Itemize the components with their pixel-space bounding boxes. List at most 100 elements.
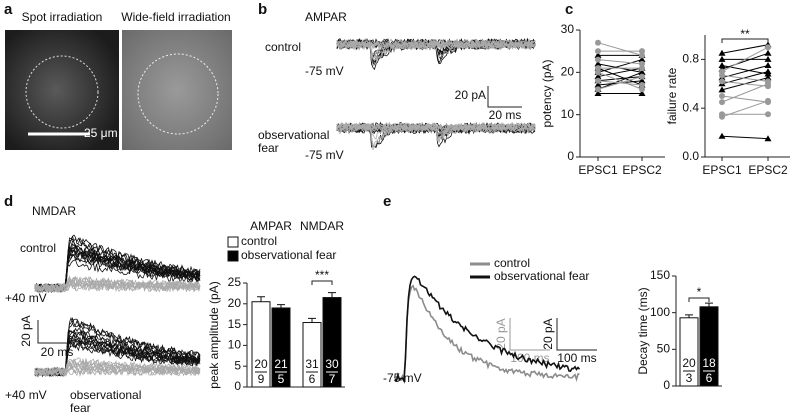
scale-label: 20 pA xyxy=(19,315,33,346)
point xyxy=(594,51,602,58)
irradiation-spot xyxy=(137,53,219,135)
trace xyxy=(336,123,536,134)
legend-swatch xyxy=(227,236,239,248)
x-tick-label: EPSC1 xyxy=(702,163,742,177)
pair-line xyxy=(721,80,769,87)
trace xyxy=(34,276,200,293)
n-animals: 5 xyxy=(278,372,285,386)
trace-label: fear xyxy=(70,401,91,414)
panel-label: e xyxy=(383,193,391,210)
point xyxy=(765,78,771,85)
y-tick-label: 150 xyxy=(650,268,670,282)
point xyxy=(638,56,646,63)
point xyxy=(639,86,645,93)
panel-label: a xyxy=(4,1,13,18)
pair-line xyxy=(721,74,769,82)
error-bar xyxy=(277,304,285,308)
y-axis-label: potency (pA) xyxy=(540,59,554,127)
error-bar xyxy=(705,302,713,307)
error-bar xyxy=(685,314,693,318)
n-cells: 30 xyxy=(325,357,339,371)
pair-line xyxy=(721,65,769,75)
y-tick-label: 0 xyxy=(234,379,241,393)
pair-line xyxy=(721,44,769,54)
error-bar xyxy=(328,292,336,298)
n-animals: 6 xyxy=(309,372,316,386)
irradiation-spot xyxy=(25,55,99,129)
point xyxy=(594,81,602,88)
point xyxy=(595,39,601,46)
n-cells: 20 xyxy=(682,356,696,370)
trace xyxy=(336,121,536,137)
pair-line xyxy=(721,135,769,140)
category-label: NMDAR xyxy=(300,219,344,233)
n-animals: 9 xyxy=(258,372,265,386)
y-tick-label: 0.8 xyxy=(682,52,699,66)
panel-label: c xyxy=(565,1,573,18)
n-animals: 3 xyxy=(686,371,693,385)
point xyxy=(639,73,645,80)
point xyxy=(595,48,601,55)
pair-line xyxy=(597,76,643,82)
point xyxy=(719,111,725,118)
pair-line xyxy=(721,83,769,103)
sig-bracket xyxy=(721,38,769,43)
holding-potential: +40 mV xyxy=(5,291,47,305)
y-tick-label: 0 xyxy=(567,149,574,163)
error-bar xyxy=(308,317,316,323)
image-title: Wide-field irradiation xyxy=(121,10,230,24)
holding-potential: -75 mV xyxy=(305,64,344,78)
x-tick-label: EPSC2 xyxy=(622,163,662,177)
pair-line xyxy=(597,59,643,65)
y-tick-label: 0.4 xyxy=(682,100,699,114)
pair-line xyxy=(721,46,769,73)
point xyxy=(639,48,645,55)
sig-bracket xyxy=(688,297,710,302)
point xyxy=(718,132,726,139)
error-bar xyxy=(257,296,265,302)
y-tick-label: 20 xyxy=(228,296,242,310)
scale-label: 100 ms xyxy=(557,351,596,365)
point xyxy=(639,65,645,72)
trace xyxy=(34,360,201,377)
point xyxy=(719,78,725,85)
point xyxy=(764,70,772,77)
point xyxy=(764,49,772,56)
scale-label: 20 pA xyxy=(494,318,508,349)
legend-label: observational fear xyxy=(494,269,589,283)
n-animals: 6 xyxy=(706,371,713,385)
point xyxy=(718,86,726,93)
point xyxy=(764,74,772,81)
trace-label: observational xyxy=(258,128,329,142)
y-tick-label: 30 xyxy=(561,22,575,36)
axis xyxy=(704,35,790,158)
trace xyxy=(394,275,581,384)
point xyxy=(719,99,725,106)
pair-line xyxy=(721,95,769,103)
pair-line xyxy=(597,59,643,73)
scale-bar xyxy=(37,320,75,344)
y-axis-label: failure rate xyxy=(665,67,679,124)
micrograph xyxy=(122,30,232,150)
point xyxy=(719,93,725,99)
scale-label: 20 pA xyxy=(541,318,555,349)
image-title: Spot irradiation xyxy=(22,10,103,24)
scale-label: 20 pA xyxy=(455,88,486,102)
trace xyxy=(336,38,536,61)
point xyxy=(719,72,725,79)
legend-label: observational fear xyxy=(241,248,336,262)
sig-bracket xyxy=(311,280,333,285)
point xyxy=(638,68,646,75)
y-tick-label: 5 xyxy=(234,358,241,372)
sig-label: *** xyxy=(315,268,329,282)
pair-line xyxy=(597,67,643,86)
sig-label: * xyxy=(697,285,702,299)
n-cells: 20 xyxy=(254,357,268,371)
point xyxy=(594,73,602,80)
scale-label: 20 ms xyxy=(41,345,74,359)
point xyxy=(765,44,771,51)
trace-label: observational xyxy=(70,388,141,402)
x-tick-label: EPSC2 xyxy=(748,163,788,177)
